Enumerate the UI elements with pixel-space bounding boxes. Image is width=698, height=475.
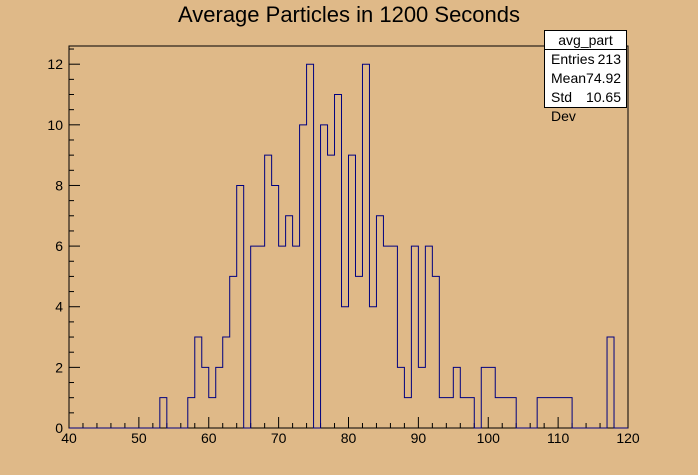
x-tick-label: 60 [201, 430, 217, 446]
histogram-outline [69, 63, 628, 429]
stats-label: Std Dev [551, 89, 576, 124]
x-tick-label: 80 [341, 430, 357, 446]
stats-value: 213 [597, 51, 621, 67]
stats-row-mean: Mean 74.92 [545, 69, 626, 88]
y-tick-label: 6 [55, 238, 63, 254]
y-tick-label: 2 [55, 359, 63, 375]
stats-label: Mean [551, 70, 587, 86]
x-tick-label: 50 [131, 430, 147, 446]
chart-title: Average Particles in 1200 Seconds [177, 2, 521, 27]
stats-row-stddev: Std Dev 10.65 [545, 88, 626, 124]
stats-row-entries: Entries 213 [545, 50, 626, 69]
x-tick-label: 70 [271, 430, 287, 446]
x-tick-label: 120 [616, 430, 640, 446]
y-tick-label: 0 [55, 420, 63, 436]
x-tick-label: 110 [547, 430, 570, 446]
x-tick-label: 40 [61, 430, 77, 446]
stats-value: 10.65 [585, 89, 621, 105]
y-tick-label: 8 [55, 177, 63, 193]
x-axis-ticks: 40 50 60 70 80 90 100 110 120 [61, 417, 640, 446]
stats-label: Entries [551, 51, 595, 67]
stats-value: 74.92 [586, 70, 622, 86]
x-tick-label: 90 [411, 430, 427, 446]
y-tick-label: 4 [55, 299, 63, 315]
y-tick-label: 10 [47, 117, 63, 133]
stats-name: avg_part [545, 31, 626, 50]
stats-box: avg_part Entries 213 Mean 74.92 Std Dev … [544, 30, 627, 124]
x-tick-label: 100 [477, 430, 501, 446]
y-axis-ticks: 0 2 4 6 8 10 12 [47, 48, 80, 436]
y-tick-label: 12 [47, 56, 63, 72]
